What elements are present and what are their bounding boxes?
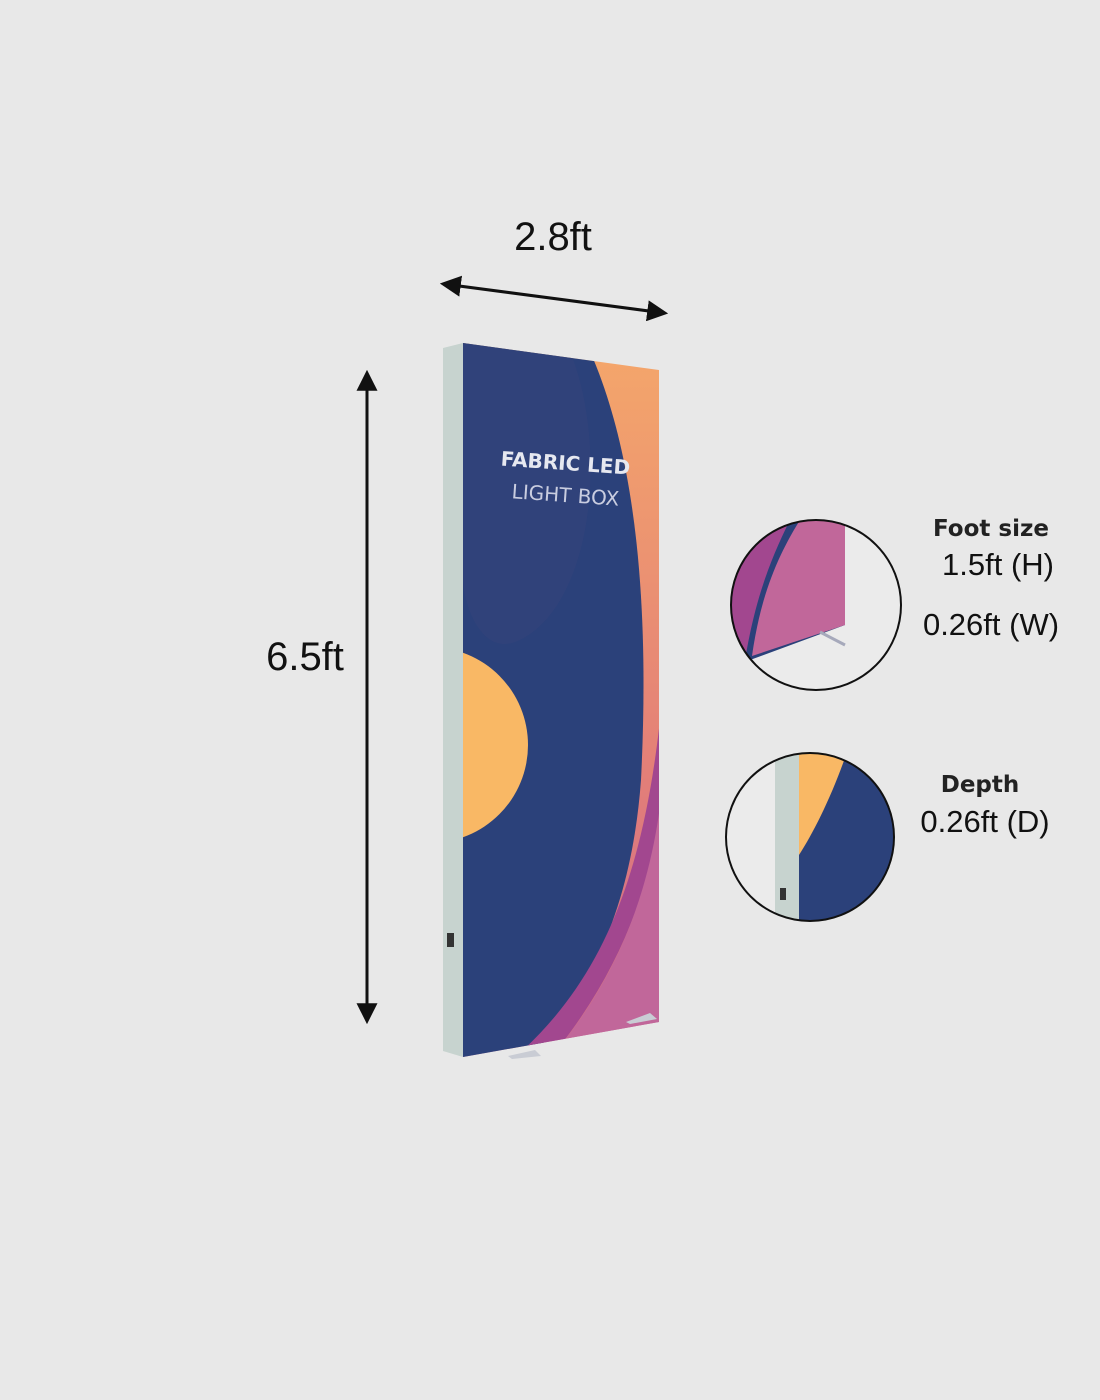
power-switch-icon [447, 933, 454, 947]
depth-title: Depth [941, 772, 1020, 798]
width-arrow [439, 275, 669, 322]
foot-detail-callout: Foot size 1.5ft (H) 0.26ft (W) [730, 516, 1059, 691]
foot-width-value: 0.26ft (W) [923, 607, 1059, 642]
lightbox-side-frame [443, 343, 463, 1057]
pink-band [540, 790, 659, 1057]
lightbox-product: FABRIC LED LIGHT BOX [443, 343, 659, 1059]
depth-value: 0.26ft (D) [920, 804, 1049, 839]
depth-detail-callout: Depth 0.26ft (D) [725, 752, 1050, 922]
magenta-band [500, 700, 659, 1057]
foot-right [626, 1013, 657, 1024]
foot-size-title: Foot size [933, 516, 1049, 542]
foot-left [508, 1050, 541, 1059]
foot-height-value: 1.5ft (H) [942, 547, 1054, 582]
width-label: 2.8ft [514, 215, 592, 259]
yellow-circle [463, 647, 528, 843]
height-label: 6.5ft [266, 635, 344, 679]
